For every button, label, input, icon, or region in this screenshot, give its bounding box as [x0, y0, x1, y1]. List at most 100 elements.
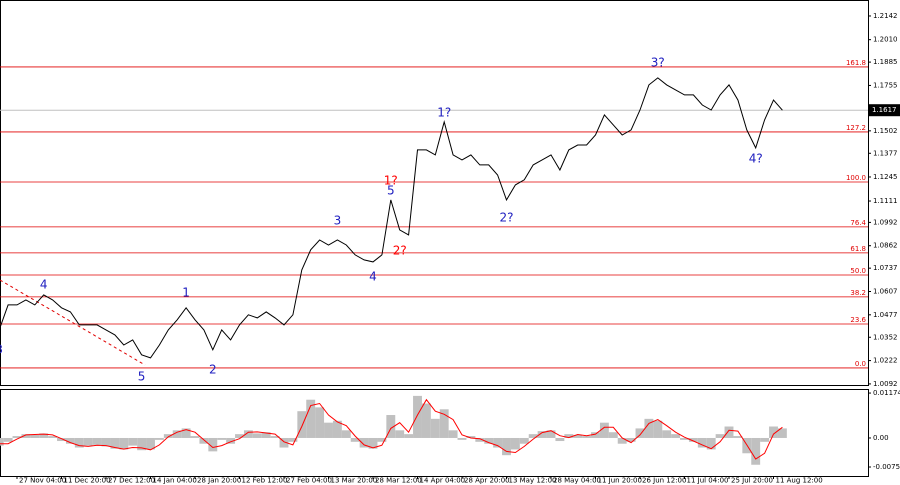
x-tick-label: 28 Apr 20:00 [464, 477, 510, 485]
histogram-bar [92, 437, 102, 445]
histogram-bar [697, 437, 707, 448]
histogram-bar [644, 418, 654, 438]
histogram-bar [546, 430, 556, 438]
histogram-bar [688, 437, 698, 442]
histogram-bar [101, 437, 111, 447]
y-tick-label: 1.0352 [873, 333, 898, 341]
histogram-bar [439, 409, 449, 438]
fib-label: 38.2 [850, 289, 866, 297]
fib-label: 0.0 [855, 360, 866, 368]
x-tick-label: 13 May 12:00 [509, 477, 557, 485]
histogram-bar [662, 430, 672, 438]
histogram-bar [395, 430, 405, 438]
y-tick-label: 1.1377 [873, 149, 898, 157]
histogram-bar [190, 436, 200, 438]
x-tick-label: 26 Jun 12:00 [642, 477, 686, 485]
y-tick-label: 1.2010 [873, 36, 898, 44]
x-tick-label: 14 Apr 04:00 [420, 477, 466, 485]
histogram-bar [226, 437, 236, 444]
oscillator-panel [0, 389, 869, 477]
histogram-bar [119, 437, 129, 450]
wave-label: 2 [209, 362, 217, 376]
y-tick-label: 1.0222 [873, 357, 898, 365]
histogram-bar [30, 434, 40, 438]
fib-label: 61.8 [850, 245, 866, 253]
histogram-bar [172, 430, 182, 438]
histogram-bar [715, 434, 725, 438]
x-tick-label: 28 Mar 12:00 [375, 477, 422, 485]
histogram-bar [288, 437, 298, 442]
histogram-bar [706, 437, 716, 450]
x-tick-label: 11 Jun 20:00 [598, 477, 642, 485]
y-tick-label: 1.0992 [873, 218, 898, 226]
x-tick-label: 28 Jan 20:00 [197, 477, 241, 485]
histogram-bar [74, 437, 84, 448]
wave-label: 1 [182, 285, 190, 299]
series-line [0, 398, 783, 460]
histogram-bar [163, 434, 173, 438]
histogram-bar [154, 437, 164, 440]
histogram-bar [368, 437, 378, 449]
histogram-bar [555, 437, 565, 442]
y-tick-label: 1.1245 [873, 173, 898, 181]
histogram-bar [297, 411, 307, 438]
fib-label: 50.0 [850, 267, 866, 275]
histogram-bar [252, 433, 262, 438]
histogram-bar [48, 436, 58, 438]
histogram-bar [573, 434, 583, 438]
histogram-bar [57, 437, 66, 442]
histogram-bar [404, 434, 414, 438]
histogram-bar [475, 437, 485, 442]
histogram-bar [510, 437, 520, 450]
y-tick-label: 1.0862 [873, 242, 898, 250]
fib-label: 76.4 [850, 219, 866, 227]
last-price-box [869, 104, 900, 117]
histogram-bar [208, 437, 218, 452]
y-tick-label: 1.2142 [873, 12, 898, 20]
wave-label: 3 [0, 342, 3, 356]
histogram-bar [430, 418, 440, 438]
histogram-bar [377, 437, 387, 442]
wave-label: 1? [437, 105, 451, 119]
histogram-bar [421, 403, 431, 438]
histogram-bar [332, 420, 342, 438]
fib-label: 127.2 [846, 124, 866, 132]
histogram-bar [751, 437, 761, 465]
x-tick-label: 11 Aug 12:00 [776, 477, 823, 485]
y-tick-label: 1.1502 [873, 127, 898, 135]
histogram-bar [65, 437, 75, 444]
histogram-bar [493, 437, 503, 448]
wave-label: 2? [393, 243, 407, 257]
x-tick-label: 13 Mar 20:00 [331, 477, 378, 485]
trend-line [0, 279, 146, 366]
histogram-bar [270, 436, 280, 438]
y-tick-label: 0.00 [873, 434, 889, 442]
histogram-bar [564, 434, 574, 438]
x-tick-label: 27 Feb 04:00 [286, 477, 332, 485]
y-tick-label: 1.0092 [873, 380, 898, 388]
histogram-bar [350, 437, 360, 442]
histogram-bar [261, 432, 271, 438]
histogram-bar [217, 437, 227, 440]
wave-label: 4 [369, 269, 377, 283]
y-tick-label: 1.0607 [873, 287, 898, 295]
histogram-bar [12, 436, 22, 438]
histogram-bar [279, 437, 289, 448]
histogram-bar [502, 437, 511, 456]
histogram-bar [128, 437, 138, 446]
wave-label: 4? [749, 152, 763, 166]
histogram-bar [626, 437, 636, 442]
histogram-bar [0, 437, 4, 446]
histogram-bar [599, 422, 609, 438]
histogram-bar [680, 437, 689, 440]
histogram-bar [582, 436, 592, 438]
x-tick-label: 11 Dec 20:00 [64, 477, 111, 485]
y-tick-label: -0.00759 [873, 463, 900, 471]
histogram-bar [324, 422, 333, 438]
wave-label: 5 [387, 183, 395, 197]
histogram-bar [537, 431, 547, 438]
histogram-bar [146, 437, 155, 450]
x-tick-label: 28 May 04:00 [553, 477, 601, 485]
histogram-bar [315, 407, 325, 438]
